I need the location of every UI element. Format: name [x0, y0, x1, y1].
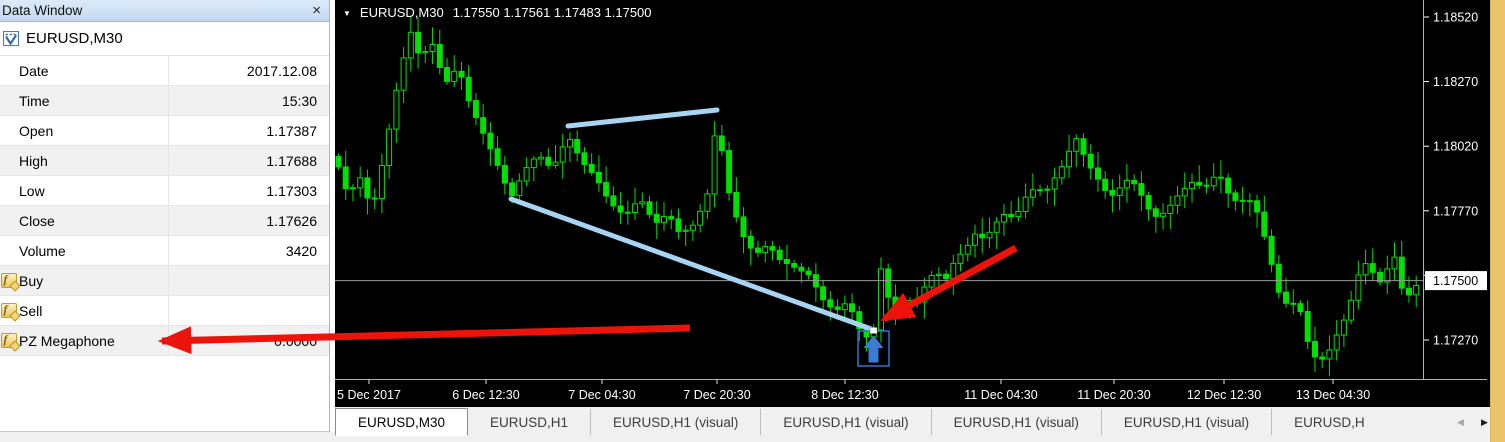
- data-row-sell: f Sell: [0, 296, 329, 326]
- chart-ohlc-label: 1.17550 1.17561 1.17483 1.17500: [452, 5, 652, 20]
- tab-scroll-right-icon[interactable]: ▶: [1481, 417, 1488, 427]
- data-window-header: Data Window ×: [0, 0, 329, 22]
- chart-tab-bar: EURUSD,M30 EURUSD,H1 EURUSD,H1 (visual) EUR…: [335, 407, 1490, 442]
- row-value: 1.17688: [266, 152, 317, 169]
- symbol-chart-icon: [3, 30, 20, 47]
- svg-text:1.17500: 1.17500: [1433, 274, 1478, 288]
- tab-eurusd-h1-visual-[interactable]: EURUSD,H1 (visual): [930, 409, 1101, 435]
- data-row-date: Date 2017.12.08: [0, 56, 329, 86]
- svg-text:1.18020: 1.18020: [1433, 140, 1478, 154]
- row-value: 3420: [285, 242, 317, 259]
- data-row-open: Open 1.17387: [0, 116, 329, 146]
- chart-symbol-label: EURUSD,M30: [359, 5, 444, 20]
- row-label: Time: [19, 92, 50, 109]
- row-value: 2017.12.08: [246, 62, 317, 79]
- tab-eurusd-h[interactable]: EURUSD,H: [1271, 409, 1375, 435]
- candlestick-series: [335, 15, 1420, 377]
- row-label: Buy: [19, 272, 44, 289]
- tab-eurusd-h1-visual-[interactable]: EURUSD,H1 (visual): [1100, 409, 1271, 435]
- row-label: Volume: [19, 242, 66, 259]
- svg-text:6 Dec 12:30: 6 Dec 12:30: [452, 388, 519, 402]
- buy-arrow-marker[interactable]: [857, 327, 890, 367]
- row-value: 1.17626: [266, 212, 317, 229]
- svg-text:1.18520: 1.18520: [1433, 11, 1478, 25]
- tab-eurusd-m30[interactable]: EURUSD,M30: [335, 408, 469, 436]
- svg-text:1.17270: 1.17270: [1433, 334, 1478, 348]
- data-window-title: Data Window: [2, 3, 83, 18]
- tab-eurusd-h1[interactable]: EURUSD,H1: [490, 414, 569, 430]
- data-window-rows: Date 2017.12.08 Time 15:30 Open 1.17387 High 1.…: [0, 56, 329, 356]
- chart-title: ▼ EURUSD,M30 1.17550 1.17561 1.17483 1.1…: [343, 5, 652, 20]
- tab-eurusd-h1-visual-[interactable]: EURUSD,H1 (visual): [760, 409, 930, 435]
- data-window-symbol: EURUSD,M30: [26, 30, 123, 47]
- svg-text:1.17770: 1.17770: [1433, 204, 1478, 218]
- svg-text:11 Dec 20:30: 11 Dec 20:30: [1077, 388, 1150, 402]
- svg-text:12 Dec 12:30: 12 Dec 12:30: [1187, 388, 1261, 402]
- fx-indicator-icon: f: [0, 332, 21, 352]
- row-label: Open: [19, 122, 54, 139]
- data-window-symbol-row: EURUSD,M30: [0, 22, 329, 56]
- trendline-megaphone-upper[interactable]: [565, 107, 720, 129]
- price-axis: 1.185201.182701.180201.177701.175201.172…: [1424, 11, 1487, 348]
- data-row-time: Time 15:30: [0, 86, 329, 116]
- dropdown-arrow-icon[interactable]: ▼: [343, 8, 351, 18]
- row-value: 1.17303: [266, 182, 317, 199]
- row-label: PZ Megaphone: [19, 332, 115, 349]
- row-label: Date: [19, 62, 49, 79]
- data-row-low: Low 1.17303: [0, 176, 329, 206]
- data-row-volume: Volume 3420: [0, 236, 329, 266]
- tab-eurusd-h1-visual-[interactable]: EURUSD,H1 (visual): [590, 409, 760, 435]
- bottom-strip: [0, 432, 335, 442]
- trendline-megaphone-lower[interactable]: [508, 196, 874, 332]
- row-value: 15:30: [281, 92, 317, 109]
- data-row-buy: f Buy: [0, 266, 329, 296]
- current-price-label: 1.17500: [1425, 271, 1487, 291]
- data-row-pz-megaphone: f PZ Megaphone 0.0000: [0, 326, 329, 356]
- svg-text:13 Dec 04:30: 13 Dec 04:30: [1296, 388, 1370, 402]
- svg-text:1.18270: 1.18270: [1433, 75, 1478, 89]
- data-row-close: Close 1.17626: [0, 206, 329, 236]
- selection-handle[interactable]: [869, 327, 878, 334]
- fx-indicator-icon: f: [0, 272, 21, 292]
- row-value: 1.17387: [266, 122, 317, 139]
- svg-text:8 Dec 12:30: 8 Dec 12:30: [811, 388, 878, 402]
- svg-text:11 Dec 04:30: 11 Dec 04:30: [964, 388, 1037, 402]
- tab-scroll-left-icon[interactable]: ◀: [1457, 417, 1464, 427]
- row-label: Low: [19, 182, 45, 199]
- candlestick-chart[interactable]: 1.185201.182701.180201.177701.175201.172…: [335, 0, 1490, 407]
- svg-text:5 Dec 2017: 5 Dec 2017: [337, 388, 401, 402]
- fx-indicator-icon: f: [0, 302, 21, 322]
- row-label: Sell: [19, 302, 43, 319]
- time-axis: 5 Dec 2017 6 Dec 12:30 7 Dec 04:30 7 Dec 20…: [337, 379, 1370, 402]
- chart-panel[interactable]: ▼ EURUSD,M30 1.17550 1.17561 1.17483 1.1…: [335, 0, 1490, 407]
- data-window-panel: Data Window × EURUSD,M30 Date 2017.12.08 T…: [0, 0, 330, 442]
- row-value: 0.0000: [274, 332, 317, 349]
- svg-text:7 Dec 04:30: 7 Dec 04:30: [568, 388, 635, 402]
- close-icon[interactable]: ×: [312, 2, 321, 19]
- row-label: High: [19, 152, 48, 169]
- row-label: Close: [19, 212, 55, 229]
- svg-text:7 Dec 20:30: 7 Dec 20:30: [683, 388, 750, 402]
- data-row-high: High 1.17688: [0, 146, 329, 176]
- side-window-edge: [1490, 0, 1505, 442]
